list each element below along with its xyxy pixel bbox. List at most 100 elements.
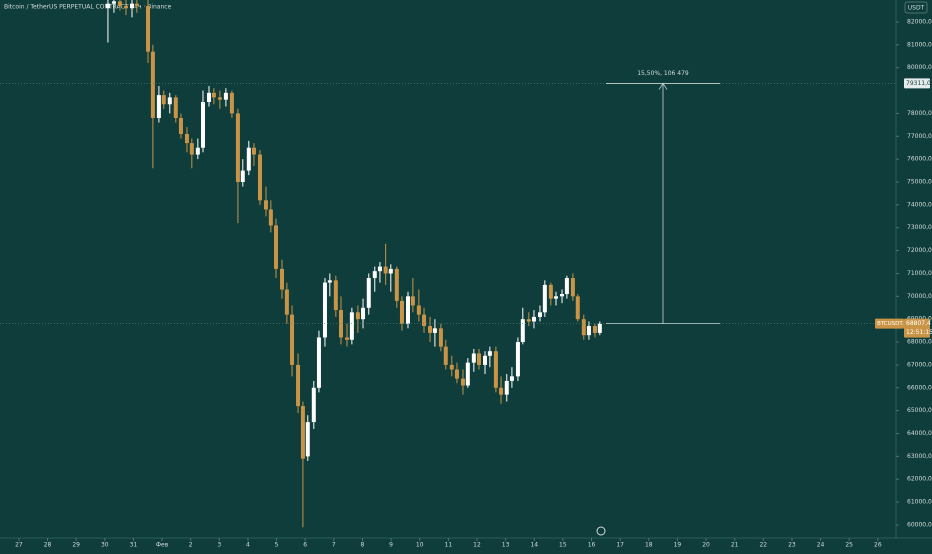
candle-body: [592, 326, 597, 333]
currency-box[interactable]: [904, 1, 928, 14]
candle-body: [537, 312, 542, 317]
y-tick-label: 77000,0: [907, 133, 932, 140]
x-tick-label: 2: [189, 542, 193, 549]
x-tick-label: 3: [217, 542, 221, 549]
candle-body: [520, 319, 525, 343]
currency[interactable]: USDT: [908, 5, 925, 12]
y-tick-label: 81000,0: [907, 41, 932, 48]
candle-body: [300, 406, 305, 459]
candle-body: [290, 314, 295, 365]
candle-body: [274, 225, 279, 269]
candle-body: [575, 296, 580, 320]
candle-body: [316, 337, 321, 388]
candle-body: [349, 312, 354, 340]
x-tick-label: 27: [15, 542, 23, 549]
y-tick-label: 62000,0: [907, 476, 932, 483]
candle-body: [123, 5, 128, 9]
x-tick-label: 4: [246, 542, 250, 549]
chart-title: Bitcoin / TetherUS PERPETUAL CONTRACT · …: [4, 4, 172, 11]
y-tick-label: 80000,0: [907, 64, 932, 71]
candle-body: [211, 92, 216, 98]
candle-body: [509, 376, 514, 381]
candle-body: [487, 351, 492, 356]
candle-body: [377, 266, 382, 272]
y-tick-label: 70000,0: [907, 293, 932, 300]
candle-body: [305, 422, 310, 457]
candle-body: [173, 97, 178, 118]
candle-body: [570, 278, 575, 297]
candle-body: [560, 294, 565, 297]
candle-body: [189, 143, 194, 155]
candle-body: [499, 387, 504, 395]
candle-body: [449, 364, 454, 370]
y-tick-label: 61000,0: [907, 499, 932, 506]
candle-body: [333, 280, 338, 311]
candle-body: [207, 92, 212, 102]
y-tick-label: 67000,0: [907, 361, 932, 368]
candle-body: [581, 319, 586, 336]
candle-body: [284, 289, 289, 315]
candle-body: [361, 307, 366, 320]
candle-body: [483, 355, 488, 365]
y-tick-label: 68000,0: [907, 339, 932, 346]
x-tick-label: 9: [389, 542, 393, 549]
x-tick-label: 7: [332, 542, 336, 549]
candle-body: [322, 282, 327, 338]
candle-body: [526, 319, 531, 322]
x-tick-label: 30: [101, 542, 109, 549]
x-tick-label: 29: [72, 542, 80, 549]
candle-body: [246, 147, 251, 171]
y-tick-label: 60000,0: [907, 521, 932, 528]
candle-body: [240, 170, 245, 183]
x-tick-label: 28: [44, 542, 52, 549]
x-tick-label: 25: [845, 542, 853, 549]
candle-body: [416, 305, 421, 315]
x-tick-label: 16: [588, 542, 596, 549]
candle-body: [117, 1, 122, 6]
x-tick-label: 12: [473, 542, 481, 549]
candle-body: [405, 296, 410, 324]
candle-body: [432, 328, 437, 333]
candle-body: [372, 271, 377, 279]
candle-body: [542, 284, 547, 313]
y-tick-label: 82000,0: [907, 18, 932, 25]
x-tick-label: 31: [130, 542, 138, 549]
y-tick-label: 72000,0: [907, 247, 932, 254]
x-tick-label: 13: [502, 542, 510, 549]
candle-body: [515, 342, 520, 377]
candle-body: [111, 1, 116, 4]
replay-icon[interactable]: [596, 526, 606, 536]
candle-body: [554, 296, 559, 299]
measure-arrowhead: [658, 82, 668, 90]
countdown-label: 12:51:15: [906, 329, 932, 336]
candle-body: [268, 209, 273, 226]
x-tick-label: 18: [645, 542, 653, 549]
candle-body: [195, 147, 200, 155]
candle-body: [178, 117, 183, 134]
x-tick-label: 23: [788, 542, 796, 549]
candle-body: [388, 268, 393, 274]
x-tick-label: 10: [416, 542, 424, 549]
candle-body: [146, 5, 151, 52]
candle-body: [150, 51, 155, 118]
candle-body: [345, 337, 350, 340]
candle-body: [280, 268, 285, 290]
candle-body: [366, 278, 371, 308]
candle-body: [251, 147, 256, 155]
candle-body: [327, 280, 332, 283]
candle-body: [383, 266, 388, 274]
x-tick-label: 24: [817, 542, 825, 549]
target-price-label: 79311,0: [906, 80, 931, 87]
candle-body: [428, 326, 433, 333]
y-tick-label: 63000,0: [907, 453, 932, 460]
candle-body: [355, 312, 360, 320]
y-tick-label: 78000,0: [907, 110, 932, 117]
candle-body: [134, 3, 139, 6]
candle-body: [410, 296, 415, 306]
x-tick-label: 22: [759, 542, 767, 549]
candle-body: [531, 316, 536, 322]
candle-body: [597, 323, 602, 333]
